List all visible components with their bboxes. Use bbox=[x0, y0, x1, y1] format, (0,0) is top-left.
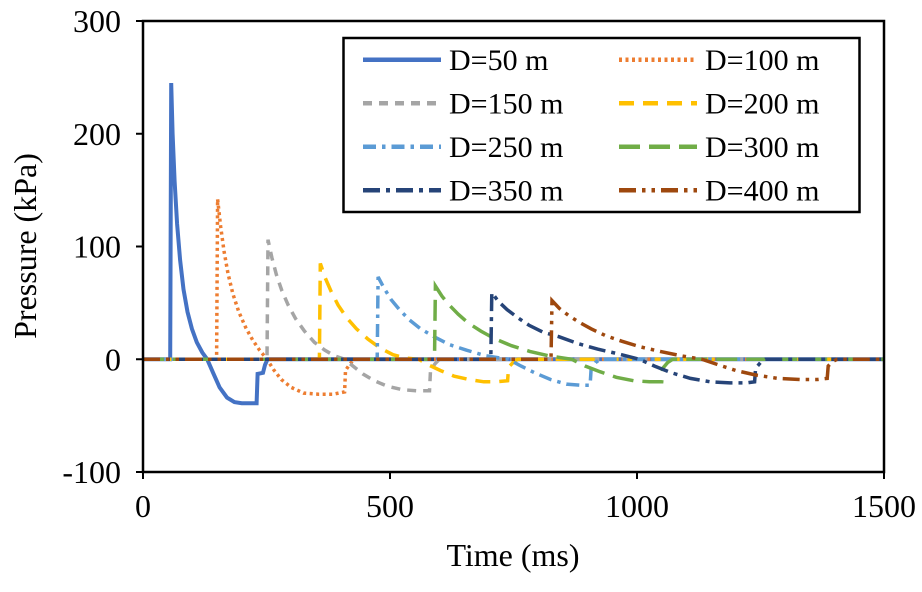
legend: D=50 m D=100 m D=150 m D=200 m D=250 m D=300 … bbox=[342, 36, 861, 214]
series-line-d-50-m bbox=[143, 82, 884, 406]
y-tick-label: 0 bbox=[105, 341, 121, 377]
legend-label-d-200-m: D=200 m bbox=[705, 87, 819, 120]
x-tick-label: 500 bbox=[366, 488, 414, 524]
y-tick-label: 200 bbox=[73, 116, 121, 152]
legend-entry-d-50-m: D=50 m bbox=[363, 44, 548, 77]
legend-entry-d-100-m: D=100 m bbox=[619, 44, 819, 77]
legend-label-d-50-m: D=50 m bbox=[449, 44, 548, 77]
legend-label-d-100-m: D=100 m bbox=[705, 44, 819, 77]
legend-entry-d-200-m: D=200 m bbox=[619, 87, 819, 120]
y-tick-label: 100 bbox=[73, 229, 121, 265]
series-line-d-250-m bbox=[143, 276, 884, 387]
legend-label-d-300-m: D=300 m bbox=[705, 131, 819, 164]
y-tick-label: -100 bbox=[62, 454, 121, 490]
legend-box bbox=[342, 36, 861, 214]
legend-entry-d-400-m: D=400 m bbox=[619, 174, 819, 207]
y-axis-title: Pressure (kPa) bbox=[7, 153, 43, 339]
y-tick-label: 300 bbox=[73, 3, 121, 39]
x-tick-label: 0 bbox=[135, 488, 151, 524]
legend-label-d-150-m: D=150 m bbox=[449, 87, 563, 120]
legend-entry-d-300-m: D=300 m bbox=[619, 131, 819, 164]
x-tick-label: 1500 bbox=[852, 488, 916, 524]
legend-label-d-350-m: D=350 m bbox=[449, 174, 563, 207]
series-line-d-400-m bbox=[143, 296, 884, 382]
series-lines bbox=[143, 82, 884, 406]
x-tick-label: 1000 bbox=[605, 488, 669, 524]
series-line-d-350-m bbox=[143, 287, 884, 385]
legend-entry-d-350-m: D=350 m bbox=[363, 174, 563, 207]
legend-entry-d-150-m: D=150 m bbox=[363, 87, 563, 120]
plot-border bbox=[141, 19, 886, 474]
legend-entry-d-250-m: D=250 m bbox=[363, 131, 563, 164]
legend-label-d-250-m: D=250 m bbox=[449, 131, 563, 164]
legend-label-d-400-m: D=400 m bbox=[705, 174, 819, 207]
x-axis-title: Time (ms) bbox=[446, 537, 579, 573]
